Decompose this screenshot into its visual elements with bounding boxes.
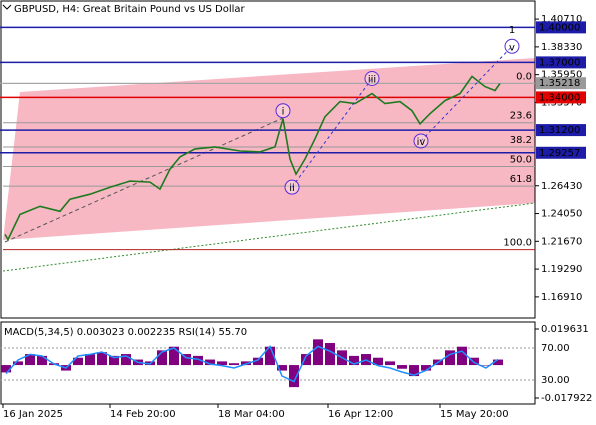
- macd-bar: [37, 355, 47, 366]
- y-tick-label: 1.38330: [541, 42, 582, 53]
- level-box: [536, 21, 586, 34]
- trend-line: [2, 202, 536, 272]
- macd-bar: [421, 365, 431, 371]
- x-tick-label: 15 May 20:00: [440, 409, 509, 420]
- macd-bar: [181, 354, 191, 366]
- y-tick-label: 1.24050: [541, 209, 582, 220]
- macd-bar: [493, 359, 503, 366]
- wave-connector: [291, 78, 373, 188]
- wave-label: iv: [417, 137, 426, 148]
- macd-bar: [13, 361, 23, 366]
- current-price-label: 1.35218: [539, 78, 580, 89]
- x-tick-label: 16 Apr 12:00: [328, 409, 393, 420]
- y-tick-label: 0.019631: [541, 324, 589, 335]
- wave-label: ii: [289, 183, 295, 194]
- wave-connector: [4, 117, 284, 243]
- macd-bar: [289, 365, 299, 388]
- y-tick-label: -0.017922: [541, 393, 592, 404]
- macd-bar: [217, 361, 227, 366]
- level-label: 1.29257: [539, 148, 580, 159]
- indicator-title: MACD(5,34,5) 0.003023 0.002235 RSI(14) 5…: [4, 327, 247, 338]
- fib-label: 100.0: [503, 238, 532, 249]
- macd-bar: [253, 357, 263, 366]
- level-box: [536, 56, 586, 69]
- fib-label: 50.0: [510, 155, 532, 166]
- title-group: GBPUSD, H4: Great Britain Pound vs US Do…: [2, 4, 246, 15]
- level-box: [536, 146, 586, 159]
- macd-bar: [481, 365, 491, 366]
- target-label: 1: [509, 25, 515, 36]
- y-tick-label: 1.21670: [541, 236, 582, 247]
- wave-marker: [275, 103, 291, 119]
- macd-bar: [409, 365, 419, 377]
- macd-bar: [169, 346, 179, 366]
- current-price-box: [536, 77, 586, 90]
- fib-label: 61.8: [510, 174, 532, 185]
- sub-frame: [0, 321, 536, 405]
- y-tick-label: 1.26430: [541, 181, 582, 192]
- macd-bar: [277, 365, 287, 371]
- macd-bar: [325, 343, 335, 366]
- macd-bar: [85, 354, 95, 366]
- macd-bar: [97, 352, 107, 366]
- macd-bar: [445, 350, 455, 366]
- wave-label: v: [509, 42, 515, 53]
- macd-bar: [457, 346, 467, 366]
- macd-bar: [109, 355, 119, 366]
- level-label: 1.31200: [539, 125, 580, 136]
- fib-label: 38.2: [510, 135, 532, 146]
- level-label: 1.37000: [539, 57, 580, 68]
- level-label: 1.34000: [539, 92, 580, 103]
- y-tick-label: 1.19290: [541, 264, 582, 275]
- wave-marker: [504, 38, 520, 54]
- y-tick-label: 1.16910: [541, 292, 582, 303]
- title-icon: [2, 4, 12, 10]
- x-tick-label: 16 Jan 2025: [3, 409, 63, 420]
- macd-bar: [229, 363, 239, 366]
- wave-marker: [364, 70, 380, 86]
- macd-bar: [121, 354, 131, 366]
- y-tick-label: 1.35950: [541, 70, 582, 81]
- level-box: [536, 124, 586, 137]
- wave-label: i: [282, 107, 285, 118]
- macd-bar: [349, 355, 359, 366]
- macd-bar: [0, 365, 11, 373]
- macd-bar: [301, 354, 311, 366]
- main-frame: [0, 0, 536, 319]
- y2-tick-label: 30.00: [541, 375, 570, 386]
- fib-label: 0.0: [516, 72, 532, 83]
- chart-title: GBPUSD, H4: Great Britain Pound vs US Do…: [14, 4, 246, 15]
- macd-bar: [193, 355, 203, 366]
- macd-bar: [157, 350, 167, 366]
- macd-bar: [385, 361, 395, 366]
- macd-bar: [73, 357, 83, 366]
- macd-bar: [397, 365, 407, 369]
- level-box: [536, 91, 586, 104]
- y-tick-label: 1.40710: [541, 14, 582, 25]
- rsi-line: [5, 344, 499, 383]
- wave-label: iii: [368, 74, 376, 85]
- macd-bar: [205, 359, 215, 366]
- wave-marker: [284, 179, 300, 195]
- macd-bar: [265, 346, 275, 366]
- x-tick-label: 14 Feb 20:00: [110, 409, 176, 420]
- macd-bar: [373, 357, 383, 366]
- x-tick-label: 18 Mar 04:00: [218, 409, 285, 420]
- macd-bar: [313, 339, 323, 366]
- price-line: [4, 75, 501, 242]
- fib-label: 23.6: [510, 111, 532, 122]
- macd-bar: [25, 354, 35, 366]
- y2-tick-label: 70.00: [541, 343, 570, 354]
- level-label: 1.40000: [539, 22, 580, 33]
- wave-connector: [420, 45, 513, 142]
- wave-marker: [413, 133, 429, 149]
